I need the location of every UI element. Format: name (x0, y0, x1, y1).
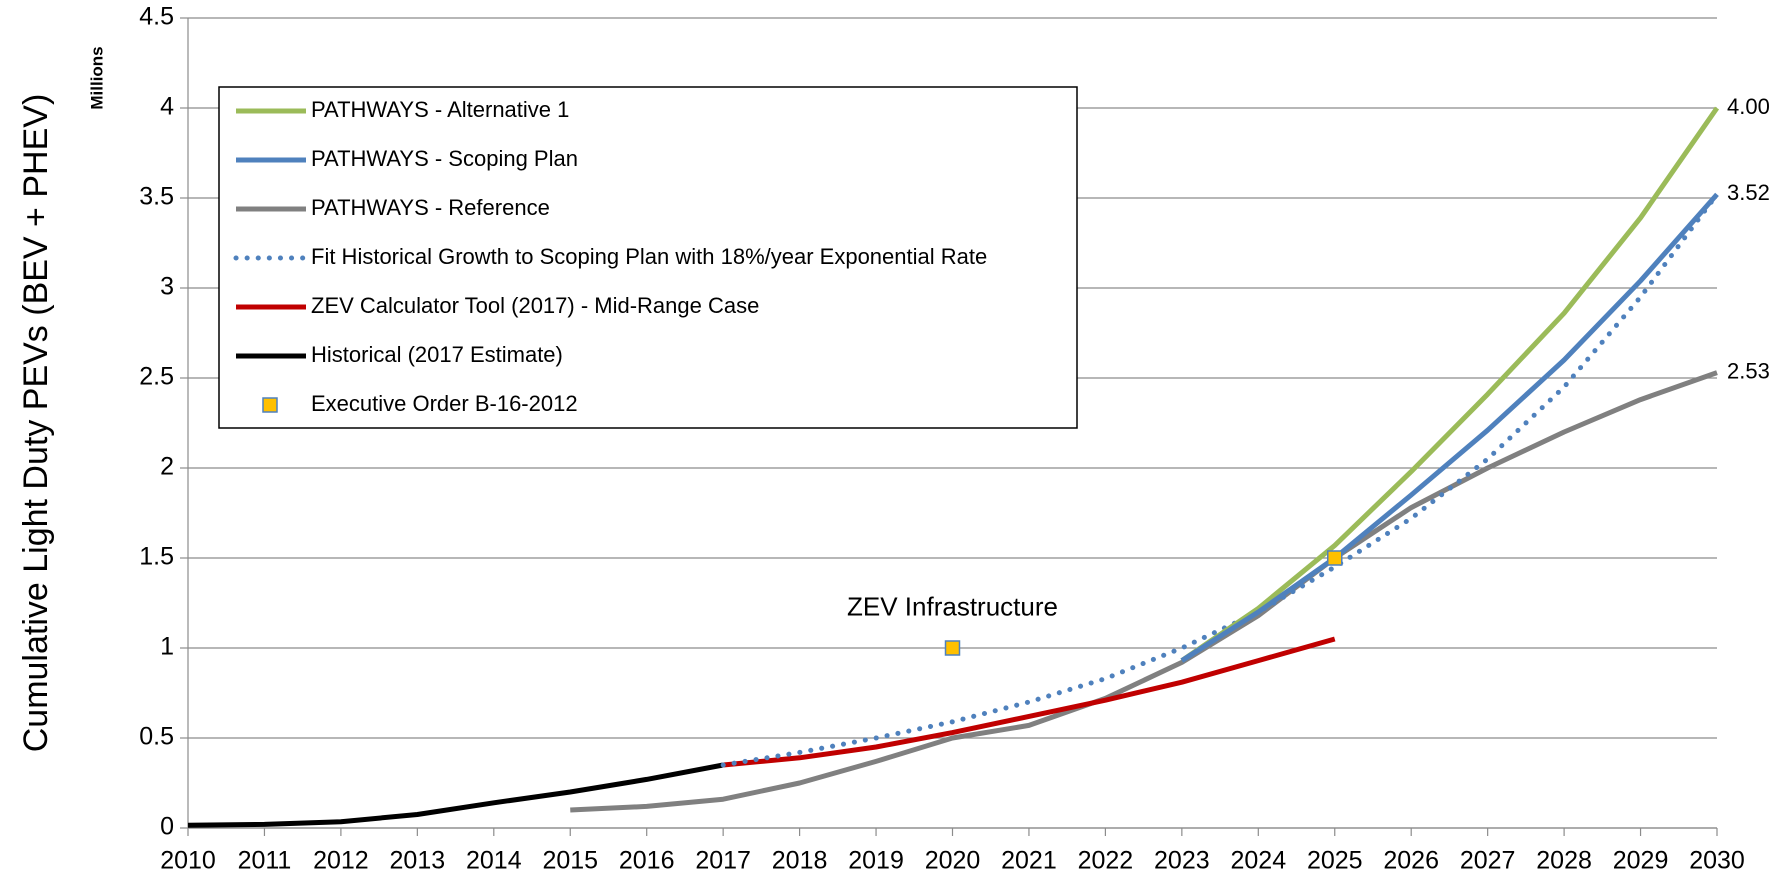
y-tick-label: 3.5 (139, 183, 174, 211)
legend-label: Fit Historical Growth to Scoping Plan wi… (311, 244, 987, 269)
data-label: 4.00 (1727, 94, 1770, 119)
x-tick-label: 2024 (1230, 847, 1286, 875)
x-tick-label: 2019 (848, 847, 904, 875)
y-tick-label: 1.5 (139, 543, 174, 571)
y-tick-label: 0 (160, 813, 174, 841)
x-tick-label: 2016 (619, 847, 675, 875)
x-tick-label: 2014 (466, 847, 522, 875)
x-tick-label: 2011 (238, 847, 292, 875)
x-tick-label: 2010 (160, 847, 216, 875)
y-tick-label: 3 (160, 273, 174, 301)
series-line (722, 636, 1336, 768)
x-tick-label: 2029 (1613, 847, 1669, 875)
x-tick-label: 2028 (1536, 847, 1592, 875)
data-label: 2.53 (1727, 358, 1770, 383)
legend-label: PATHWAYS - Alternative 1 (311, 97, 569, 122)
series-line (1180, 192, 1719, 663)
legend-box (218, 86, 1078, 429)
x-tick-label: 2022 (1078, 847, 1134, 875)
legend-label: Executive Order B-16-2012 (311, 391, 578, 416)
x-tick-label: 2017 (695, 847, 751, 875)
x-tick-label: 2030 (1689, 847, 1745, 875)
x-tick-label: 2018 (772, 847, 828, 875)
y-tick-label: 2 (160, 453, 174, 481)
legend-label: PATHWAYS - Reference (311, 195, 550, 220)
series-line (187, 762, 724, 828)
y-tick-label: 4.5 (139, 3, 174, 31)
y-axis-label: Cumulative Light Duty PEVs (BEV + PHEV) (17, 94, 55, 753)
legend-label: ZEV Calculator Tool (2017) - Mid-Range C… (311, 293, 759, 318)
legend-label: Historical (2017 Estimate) (311, 342, 563, 367)
x-tick-label: 2023 (1154, 847, 1210, 875)
x-tick-label: 2013 (390, 847, 446, 875)
annotation: ZEV Infrastructure (847, 591, 1058, 621)
x-tick-label: 2020 (925, 847, 981, 875)
y-tick-label: 1 (160, 633, 174, 661)
marker (1327, 550, 1343, 566)
x-tick-label: 2027 (1460, 847, 1516, 875)
legend-label: PATHWAYS - Scoping Plan (311, 146, 578, 171)
data-label: 3.52 (1727, 180, 1770, 205)
y-tick-label: 0.5 (139, 723, 174, 751)
series-line (720, 191, 1720, 768)
series-line (1180, 106, 1720, 663)
marker (944, 640, 961, 656)
series-line (570, 370, 1718, 813)
x-tick-label: 2012 (313, 847, 369, 875)
y-tick-label: 2.5 (139, 363, 174, 391)
x-tick-label: 2025 (1307, 847, 1363, 875)
x-tick-label: 2021 (1001, 847, 1057, 875)
marker (262, 397, 278, 413)
y-units: Millions (87, 46, 106, 109)
x-tick-label: 2026 (1383, 847, 1439, 875)
x-tick-label: 2015 (542, 847, 598, 875)
y-tick-label: 4 (160, 93, 174, 121)
